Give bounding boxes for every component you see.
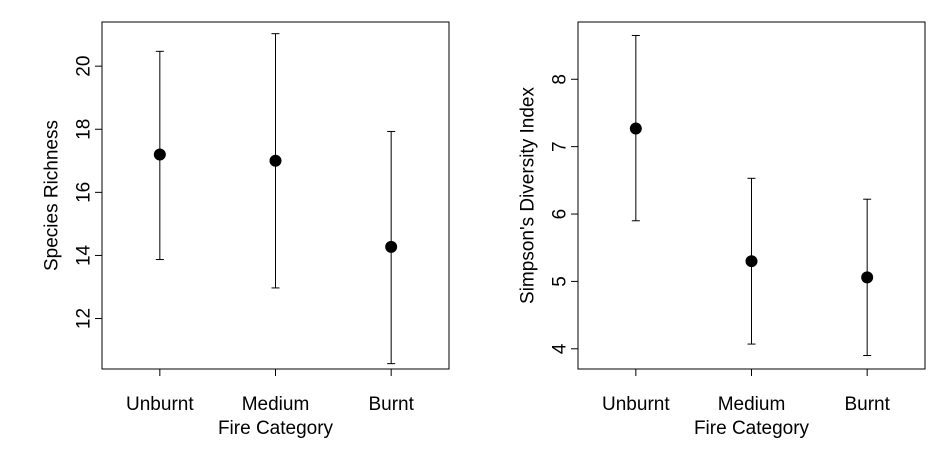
richness-y-axis-title: Species Richness [42,120,63,271]
simpson-x-axis-title: Fire Category [694,418,810,439]
simpson-mean-point [629,122,642,135]
richness-x-tick-label: Medium [242,394,310,415]
richness-y-tick-label: 20 [74,56,95,77]
simpson-y-axis-title: Simpson's Diversity Index [518,87,539,304]
richness-mean-point [385,240,398,253]
simpson-y-tick-label: 5 [550,276,571,287]
richness-panel: 12 14 16 18 20 Unburnt Medium Burnt Fire Categor… [42,21,450,439]
richness-y-tick-label: 16 [74,182,95,203]
simpson-y-tick-label: 4 [550,343,571,354]
simpson-x-tick-label: Unburnt [602,394,670,415]
simpson-mean-point [745,255,758,268]
simpson-y-tick-label: 7 [550,141,571,152]
richness-y-tick-label: 14 [74,244,95,266]
richness-x-tick-label: Burnt [368,394,414,415]
simpson-x-tick-label: Medium [718,394,786,415]
richness-mean-point [269,154,282,167]
simpson-x-tick-label: Burnt [844,394,890,415]
richness-y-tick-label: 12 [74,308,95,329]
simpson-y-tick-label: 8 [550,74,571,85]
simpson-panel: 4 5 6 7 8 Unburnt Medium Burnt Fire Category Simp… [518,21,926,439]
simpson-y-tick-label: 6 [550,209,571,220]
simpson-mean-point [861,271,874,284]
richness-x-tick-label: Unburnt [126,394,194,415]
richness-y-tick-label: 18 [74,119,95,140]
richness-x-axis-title: Fire Category [218,418,334,439]
richness-mean-point [153,148,166,161]
